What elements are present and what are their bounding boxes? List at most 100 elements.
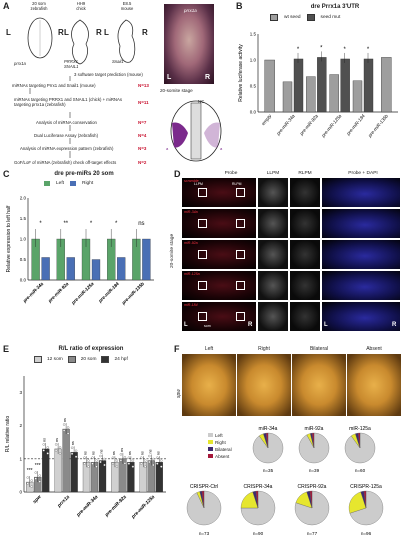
pie-n: n=96 [361, 531, 372, 536]
legend-swatch-left [44, 181, 50, 186]
chart-e-point [148, 454, 151, 458]
chart-e-ns: ns [84, 451, 88, 455]
bar-b-wt [352, 80, 363, 113]
embryo-outlines [27, 17, 136, 65]
probe-image [182, 302, 256, 331]
chart-e-point [123, 456, 127, 459]
chart-b-title: dre Prrx1a 3'UTR [310, 4, 360, 10]
chart-c-xtick: pre-miR-184 [97, 281, 120, 304]
chart-e-point [87, 459, 90, 462]
probe-image [182, 240, 256, 269]
chart-e-point [38, 474, 41, 477]
chart-e-sig: *** [27, 468, 33, 474]
roi-label-rlpm: RLPM [232, 182, 242, 186]
chart-e-point [123, 462, 127, 465]
prrx1a-embryo-photo: prrx1a L R [164, 4, 214, 84]
chart-e-point [111, 462, 115, 465]
chart-e-point [148, 460, 151, 464]
legend-swatch-right [70, 181, 77, 186]
chart-e-point [119, 459, 123, 462]
chart-c-star: * [39, 221, 42, 227]
pie-legend: Left Right Bilateral Absent [208, 432, 232, 460]
lr-left-1: L [6, 28, 11, 37]
flow-step-4: Analysis of miRNA conservation [36, 120, 97, 125]
spw-embryo-photo [237, 354, 291, 416]
chart-e-point [87, 465, 90, 468]
chart-c-star: ns [138, 221, 144, 227]
chart-c-ytick: 0.5 [20, 257, 27, 262]
row-label: miR-184 [184, 303, 198, 307]
bar-e-0 [54, 448, 62, 493]
rlpm-image [290, 271, 320, 300]
panel-label-b: B [236, 1, 243, 11]
rlpm-image [290, 209, 320, 238]
chart-e-point [111, 456, 115, 459]
legend-left: Left [56, 181, 65, 186]
gene-mouse: Snail1 [112, 59, 124, 64]
pie-top-slice [311, 432, 315, 449]
llpm-image [258, 178, 288, 207]
chart-b-star: * [343, 47, 346, 53]
chart-e-point [152, 457, 155, 461]
lpm-label-right: a [220, 146, 223, 151]
chart-e-point [95, 459, 98, 462]
bar-e-2 [42, 448, 50, 493]
chart-e-ns: ns [112, 451, 116, 455]
bar-b-mut [363, 58, 374, 113]
chart-e-point [115, 465, 119, 468]
spw-embryo-photo [292, 354, 346, 416]
gene-zebrafish: prrx1a [14, 61, 26, 66]
chart-e-point [83, 456, 86, 459]
flow-arrows [29, 76, 71, 158]
chart-e-xtick: pre-miR-125a [130, 494, 157, 521]
chart-b-ytick: 1.0 [250, 58, 257, 63]
chart-e-point [42, 443, 45, 446]
phenotype-label: Right [258, 346, 270, 352]
legend-swatch-wt [270, 14, 278, 21]
probe-image [182, 271, 256, 300]
nc-label: NC [198, 99, 205, 104]
legend-24hpf: 24 hpf [114, 357, 128, 362]
spw-embryo-photo [182, 354, 236, 416]
chart-e-ns: ns [100, 449, 104, 453]
chart-e-point [58, 452, 62, 455]
row-label: miR-125a [184, 272, 200, 276]
lr-left: L [324, 322, 328, 328]
chart-e-point [140, 462, 143, 465]
chart-b-xtick: pre-miR-184 [345, 113, 366, 137]
pie-legend-absent: Absent [215, 454, 230, 459]
flow-n-7: N=2 [138, 160, 147, 165]
pie-top-slice [265, 432, 269, 449]
chart-e-ns: ns [148, 449, 152, 453]
probe-image [182, 178, 256, 207]
chart-e-point [156, 462, 159, 465]
chart-c-ytick: 1.5 [20, 216, 27, 221]
legend-12som: 12 som [47, 357, 63, 362]
legend-swatch-20som [67, 356, 76, 363]
chart-e-xtick: pre-miR-34a [75, 494, 100, 519]
chart-b-ylabel: Relative luciferase activity [238, 44, 244, 102]
pie-bottom-slice [349, 490, 384, 526]
chart-b-xtick: pre-miR-92a [298, 113, 319, 137]
chart-e-point [62, 429, 66, 432]
rlpm-image [290, 302, 320, 331]
legend-20som: 20 som [80, 357, 97, 362]
chart-c-star: ** [63, 221, 68, 227]
chart-e-point [156, 456, 159, 459]
chick-outline [71, 19, 89, 65]
chart-e-point [38, 480, 41, 483]
pie-title: CRISPR-125a [350, 484, 382, 490]
chart-e-point [140, 456, 143, 459]
panel-label-e: E [3, 344, 10, 354]
rlpm-image [290, 178, 320, 207]
bar-b-wt [282, 81, 293, 113]
mouse-outline [117, 19, 136, 63]
flow-step-2: miRNAs targeting Prrx1 and Snail1 (mouse… [12, 83, 96, 88]
pie-n: n=73 [199, 531, 210, 536]
legend-swatch-right-pie [208, 440, 213, 444]
chart-c-star: * [115, 221, 118, 227]
bar-c-right [117, 257, 126, 281]
chart-b-ytick: 0.5 [250, 84, 257, 89]
chart-e-point [83, 462, 86, 465]
lr-right: R [248, 322, 253, 328]
